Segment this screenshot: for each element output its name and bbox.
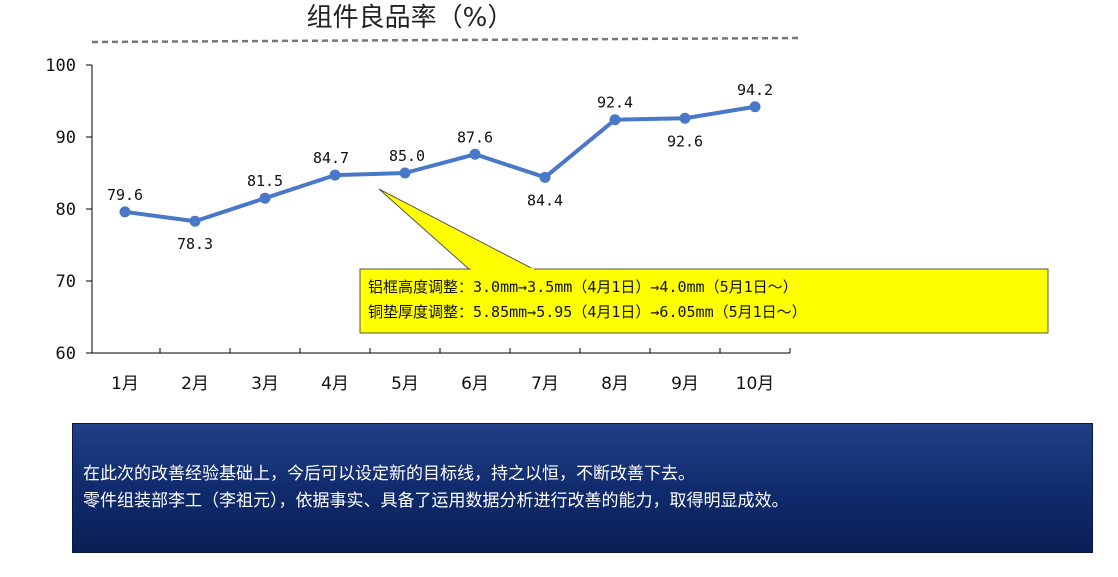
summary-box: 在此次的改善经验基础上，今后可以设定新的目标线，持之以恒，不断改善下去。 零件组… [72, 423, 1093, 553]
x-tick-label: 8月 [601, 374, 629, 394]
series-polyline [124, 104, 756, 224]
data-point [679, 112, 691, 124]
x-tick-label: 5月 [391, 374, 419, 394]
data-label: 78.3 [177, 235, 213, 253]
y-tick-label: 60 [56, 344, 76, 364]
y-tick-label: 70 [56, 272, 76, 292]
data-label: 94.2 [737, 81, 773, 99]
data-label: 79.6 [107, 186, 143, 204]
data-labels: 79.6 78.3 81.5 84.7 85.0 87.6 84.4 92.4 92.6 94.2 [107, 81, 773, 253]
callout-text-line: 铜垫厚度调整：5.85mm→5.95（4月1日）→6.05mm（5月1日～） [368, 303, 807, 321]
y-ticks: 60 70 80 90 100 [45, 56, 92, 364]
data-point [749, 101, 761, 113]
data-label: 84.7 [313, 149, 349, 167]
data-point [329, 169, 341, 181]
summary-line-2: 零件组装部李工（李祖元），依据事实、具备了运用数据分析进行改善的能力，取得明显成… [83, 491, 789, 511]
data-points [119, 101, 761, 227]
data-label: 92.4 [597, 94, 633, 112]
y-tick-label: 100 [45, 56, 76, 76]
data-point [399, 167, 411, 179]
x-tick-label: 7月 [531, 374, 559, 394]
data-point [189, 215, 201, 227]
data-point [259, 192, 271, 204]
data-point [539, 171, 551, 183]
x-tick-label: 9月 [671, 374, 699, 394]
x-tick-label: 10月 [736, 374, 775, 394]
chart-title: 组件良品率（%） [307, 3, 514, 33]
annotation-callout: 铝框高度调整：3.0mm→3.5mm（4月1日）→4.0mm（5月1日～） 铜垫厚… [359, 188, 1049, 334]
x-ticks: 1月 2月 3月 4月 5月 6月 7月 8月 9月 10月 [111, 348, 791, 394]
y-tick-label: 80 [56, 200, 76, 220]
y-tick-label: 90 [56, 128, 76, 148]
x-tick-label: 4月 [321, 374, 349, 394]
x-tick-label: 2月 [181, 374, 209, 394]
data-label: 92.6 [667, 132, 703, 150]
x-tick-label: 1月 [111, 374, 139, 394]
data-point [469, 148, 481, 160]
data-point [119, 206, 131, 218]
callout-pointer [378, 188, 536, 271]
data-label: 84.4 [527, 191, 563, 209]
x-tick-label: 6月 [461, 374, 489, 394]
title-underline [91, 36, 803, 44]
callout-box [359, 268, 1049, 334]
data-label: 81.5 [247, 172, 283, 190]
series-line [124, 104, 756, 224]
data-label: 85.0 [389, 147, 425, 165]
summary-line-1: 在此次的改善经验基础上，今后可以设定新的目标线，持之以恒，不断改善下去。 [83, 464, 695, 484]
callout-text-line: 铝框高度调整：3.0mm→3.5mm（4月1日）→4.0mm（5月1日～） [368, 278, 798, 296]
x-tick-label: 3月 [251, 374, 279, 394]
data-label: 87.6 [457, 128, 493, 146]
data-point [609, 114, 621, 126]
